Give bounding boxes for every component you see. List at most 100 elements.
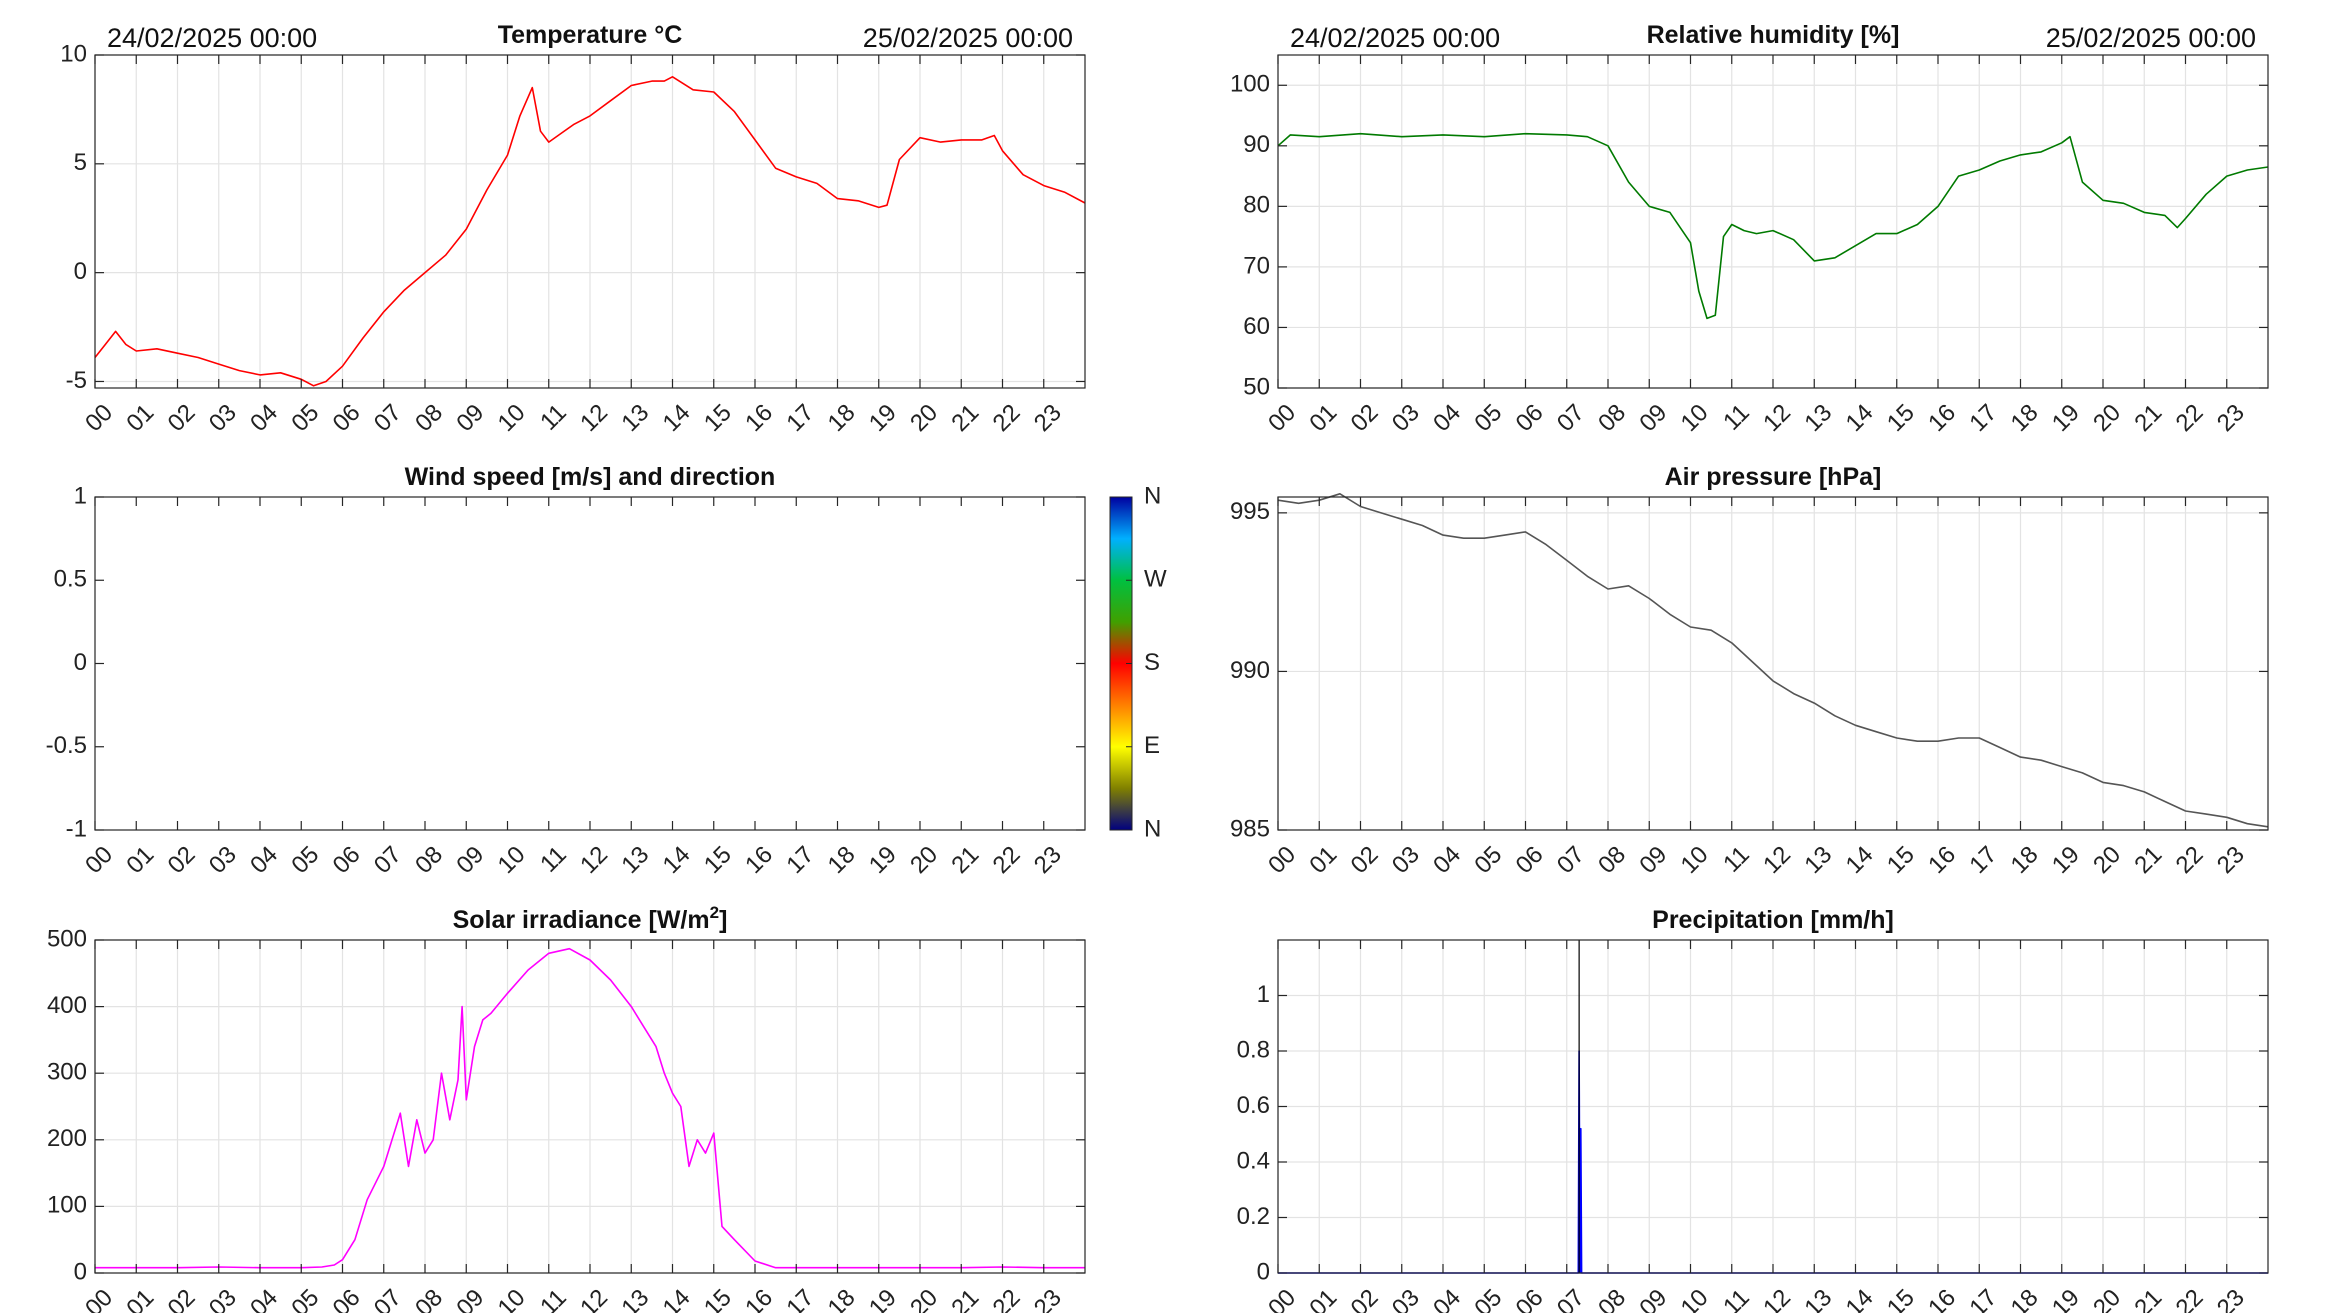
precipitation-x-tick-label: 11 <box>1718 1284 1755 1313</box>
temperature-x-tick-label: 17 <box>781 399 819 437</box>
pressure-x-tick-label: 01 <box>1304 841 1342 879</box>
solar-x-tick-label: 10 <box>493 1284 531 1313</box>
wind-x-tick-label: 06 <box>328 841 366 879</box>
chart-humidity: 00 01 02 03 04 05 06 07 08 09 10 11 12 13 14 15 16 17 18 19… <box>1230 21 2269 437</box>
solar-x-tick-label: 19 <box>864 1284 902 1313</box>
pressure-x-tick-label: 04 <box>1428 841 1466 879</box>
wind-x-tick-label: 14 <box>658 841 696 879</box>
wind-x-tick-label: 02 <box>163 841 201 879</box>
temperature-x-tick-label: 12 <box>575 399 613 437</box>
precipitation-x-tick-label: 00 <box>1263 1284 1301 1313</box>
precipitation-x-tick-label: 18 <box>2006 1284 2044 1313</box>
precipitation-x-tick-label: 02 <box>1346 1284 1384 1313</box>
solar-x-tick-label: 11 <box>535 1284 572 1313</box>
wind-x-tick-label: 11 <box>535 841 572 878</box>
solar-title-sup: 2 <box>710 903 719 922</box>
wind-y-tick-label: 0 <box>74 649 87 676</box>
precipitation-x-tick-label: 13 <box>1799 1284 1837 1313</box>
humidity-x-tick-label: 15 <box>1882 399 1920 437</box>
pressure-x-tick-label: 12 <box>1758 841 1796 879</box>
temperature-x-tick-label: 16 <box>740 399 778 437</box>
wind-x-tick-label: 16 <box>740 841 778 879</box>
solar-x-tick-label: 18 <box>823 1284 861 1313</box>
pressure-x-tick-label: 06 <box>1511 841 1549 879</box>
chart-temperature: 00 01 02 03 04 05 06 07 08 09 10 11 12 13 14 15 16 17 18 19… <box>60 21 1086 437</box>
solar-x-tick-label: 23 <box>1029 1284 1067 1313</box>
wind-x-tick-label: 10 <box>493 841 531 879</box>
wind-x-tick-label: 21 <box>946 841 984 879</box>
solar-y-tick-label: 200 <box>47 1125 87 1152</box>
humidity-x-tick-label: 16 <box>1923 399 1961 437</box>
precipitation-x-tick-label: 19 <box>2047 1284 2085 1313</box>
precipitation-x-tick-label: 03 <box>1387 1284 1425 1313</box>
temperature-y-tick-label: 10 <box>60 40 87 67</box>
humidity-date-start: 24/02/2025 00:00 <box>1290 23 1500 53</box>
solar-x-tick-label: 15 <box>699 1284 737 1313</box>
pressure-y-tick-label: 995 <box>1230 498 1270 525</box>
pressure-x-tick-label: 10 <box>1676 841 1714 879</box>
precipitation-x-tick-label: 10 <box>1676 1284 1714 1313</box>
temperature-x-tick-label: 06 <box>328 399 366 437</box>
wind-y-tick-label: 0.5 <box>54 566 87 593</box>
humidity-x-tick-label: 23 <box>2212 399 2250 437</box>
temperature-title: Temperature °C <box>498 21 683 49</box>
colorbar-label: N <box>1144 815 1161 842</box>
solar-title: Solar irradiance [W/m2] <box>453 903 728 934</box>
precipitation-x-tick-label: 09 <box>1634 1284 1672 1313</box>
temperature-x-tick-label: 09 <box>451 399 489 437</box>
wind-x-tick-label: 00 <box>80 841 118 879</box>
temperature-x-tick-label: 13 <box>616 399 654 437</box>
wind-x-tick-label: 15 <box>699 841 737 879</box>
humidity-x-tick-label: 08 <box>1593 399 1631 437</box>
precipitation-x-tick-label: 16 <box>1923 1284 1961 1313</box>
solar-x-tick-label: 04 <box>245 1284 283 1313</box>
precipitation-y-tick-label: 0.8 <box>1237 1036 1270 1063</box>
solar-x-tick-label: 03 <box>204 1284 242 1313</box>
humidity-series-line <box>1277 132 2269 320</box>
humidity-x-tick-label: 07 <box>1552 399 1590 437</box>
humidity-y-tick-label: 50 <box>1243 373 1270 400</box>
humidity-x-tick-label: 02 <box>1346 399 1384 437</box>
pressure-x-tick-label: 22 <box>2171 841 2209 879</box>
temperature-x-tick-label: 21 <box>946 399 984 437</box>
humidity-x-tick-label: 06 <box>1511 399 1549 437</box>
temperature-x-tick-label: 18 <box>823 399 861 437</box>
precipitation-title: Precipitation [mm/h] <box>1652 906 1894 934</box>
temperature-y-tick-label: -5 <box>66 367 87 394</box>
precipitation-x-tick-label: 06 <box>1511 1284 1549 1313</box>
solar-x-tick-label: 17 <box>781 1284 819 1313</box>
pressure-x-tick-label: 03 <box>1387 841 1425 879</box>
pressure-x-tick-label: 05 <box>1469 841 1507 879</box>
solar-x-tick-label: 08 <box>410 1284 448 1313</box>
humidity-x-tick-label: 12 <box>1758 399 1796 437</box>
humidity-y-tick-label: 100 <box>1230 71 1270 98</box>
colorbar-label: E <box>1144 732 1160 759</box>
solar-title-text: Solar irradiance [W/m <box>453 906 710 934</box>
pressure-series-line <box>1277 493 2269 828</box>
humidity-y-tick-label: 60 <box>1243 313 1270 340</box>
chart-precipitation: 00 01 02 03 04 05 06 07 08 09 10 11 12 13 14 15 16 17 18 19… <box>1237 906 2269 1313</box>
solar-x-tick-label: 01 <box>121 1284 159 1313</box>
wind-x-tick-label: 22 <box>988 841 1026 879</box>
colorbar-label: N <box>1144 482 1161 509</box>
solar-series-line <box>95 947 1085 1269</box>
pressure-y-tick-label: 990 <box>1230 657 1270 684</box>
humidity-x-tick-label: 10 <box>1676 399 1714 437</box>
pressure-x-tick-label: 18 <box>2006 841 2044 879</box>
temperature-x-tick-label: 23 <box>1029 399 1067 437</box>
pressure-y-tick-label: 985 <box>1230 815 1270 842</box>
wind-x-tick-label: 07 <box>369 841 407 879</box>
precipitation-x-tick-label: 14 <box>1841 1284 1879 1313</box>
humidity-x-tick-label: 18 <box>2006 399 2044 437</box>
temperature-y-tick-label: 0 <box>74 258 87 285</box>
precipitation-x-tick-label: 01 <box>1304 1284 1342 1313</box>
solar-x-tick-label: 09 <box>451 1284 489 1313</box>
humidity-x-tick-label: 14 <box>1841 399 1879 437</box>
precipitation-x-tick-label: 23 <box>2212 1284 2250 1313</box>
colorbar-label: S <box>1144 649 1160 676</box>
chart-wind: 00 01 02 03 04 05 06 07 08 09 10 11 12 13 14 15 16 17 18 19… <box>46 463 1167 879</box>
pressure-x-tick-label: 23 <box>2212 841 2250 879</box>
temperature-x-tick-label: 00 <box>80 399 118 437</box>
precipitation-x-tick-label: 04 <box>1428 1284 1466 1313</box>
